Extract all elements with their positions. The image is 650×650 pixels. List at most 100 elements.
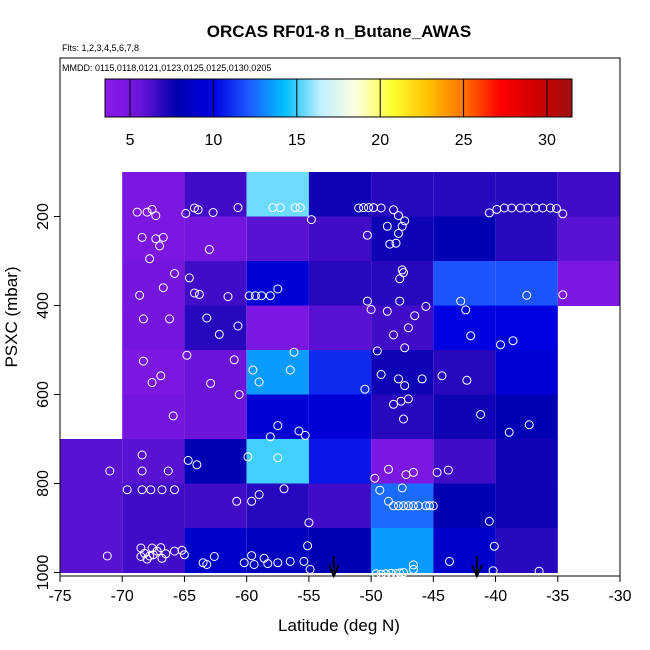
heatmap-cell bbox=[495, 439, 558, 484]
heatmap-cell bbox=[495, 172, 558, 217]
heatmap-cell bbox=[371, 305, 434, 351]
heatmap-cell bbox=[371, 172, 434, 217]
sample-point bbox=[359, 203, 369, 213]
sample-point bbox=[156, 543, 166, 553]
sample-point bbox=[138, 356, 148, 366]
heatmap-cell bbox=[433, 439, 496, 484]
sample-point bbox=[445, 556, 454, 566]
sample-point bbox=[265, 432, 275, 442]
sample-point bbox=[194, 289, 204, 299]
x-axis: -75 -70 -65 -60 -55 -50 -45 -40 -35 -30 bbox=[48, 576, 632, 605]
dates-label: MMDD: 0115,0118,0121,0123,0125,0125,0130… bbox=[62, 63, 271, 73]
heatmap-cell bbox=[308, 483, 372, 529]
sample-point bbox=[394, 501, 403, 511]
sample-point bbox=[161, 549, 171, 559]
sample-point bbox=[428, 501, 438, 511]
heatmap-cell bbox=[246, 394, 309, 440]
x-tick-label: -65 bbox=[173, 588, 196, 605]
sample-point bbox=[389, 501, 398, 511]
sample-point bbox=[177, 545, 187, 555]
heatmap-cell bbox=[433, 528, 496, 573]
sample-point bbox=[122, 485, 132, 495]
sample-point bbox=[362, 230, 372, 240]
heatmap-cell bbox=[308, 394, 372, 440]
sample-point bbox=[158, 232, 168, 242]
heatmap-cell bbox=[122, 216, 185, 262]
y-axis: 200 400 600 800 1000 bbox=[35, 203, 60, 590]
sample-point bbox=[294, 426, 304, 436]
heatmap-cell bbox=[433, 305, 496, 351]
heatmap-cell bbox=[60, 439, 123, 484]
sample-point bbox=[247, 551, 257, 561]
sample-point bbox=[202, 313, 212, 323]
sample-point bbox=[145, 551, 155, 561]
arrow-markers bbox=[327, 556, 483, 579]
heatmap-cell bbox=[184, 350, 247, 395]
y-tick-label: 200 bbox=[35, 203, 52, 230]
heatmap-cell bbox=[308, 261, 372, 306]
y-axis-label: PSXC (mbar) bbox=[2, 266, 21, 367]
sample-point bbox=[299, 556, 309, 566]
sample-point bbox=[408, 560, 418, 570]
sample-point bbox=[157, 485, 167, 495]
sample-point bbox=[279, 484, 289, 494]
heatmap-cell bbox=[433, 172, 496, 217]
sample-point bbox=[193, 205, 203, 215]
colorbar-ticks: 5 10 15 20 25 30 bbox=[126, 79, 556, 149]
sample-point bbox=[558, 290, 568, 300]
sample-point bbox=[488, 566, 498, 576]
sample-point bbox=[382, 221, 392, 231]
colorbar-tick-label: 25 bbox=[455, 132, 473, 149]
sample-point bbox=[273, 453, 283, 463]
x-tick-label: -30 bbox=[608, 588, 631, 605]
sample-point bbox=[476, 410, 486, 419]
sample-point bbox=[273, 421, 283, 431]
sample-point bbox=[366, 305, 376, 314]
sample-point bbox=[132, 207, 142, 217]
sample-point bbox=[462, 375, 472, 385]
colorbar-tick-label: 15 bbox=[288, 132, 306, 149]
sample-point bbox=[432, 467, 442, 477]
heatmap-cell bbox=[60, 483, 123, 529]
sample-point bbox=[233, 321, 243, 331]
sample-point bbox=[364, 203, 374, 213]
heatmap-cell bbox=[184, 483, 247, 529]
sample-point bbox=[209, 552, 219, 561]
sample-points bbox=[102, 203, 568, 579]
sample-point bbox=[273, 284, 283, 294]
x-axis-label: Latitude (deg N) bbox=[278, 616, 400, 635]
sample-point bbox=[397, 221, 407, 231]
sample-point bbox=[466, 331, 476, 341]
heatmap-cell bbox=[308, 305, 372, 351]
heatmap-cell bbox=[184, 261, 247, 306]
heatmap-cell bbox=[371, 439, 434, 484]
colorbar-tick-label: 10 bbox=[205, 132, 223, 149]
sample-point bbox=[403, 394, 413, 404]
sample-point bbox=[403, 501, 413, 511]
sample-point bbox=[394, 211, 403, 221]
sample-point bbox=[249, 560, 259, 569]
x-tick-label: -45 bbox=[422, 588, 445, 605]
sample-point bbox=[244, 291, 254, 301]
y-tick-label: 400 bbox=[35, 292, 52, 319]
sample-point bbox=[234, 390, 244, 399]
sample-point bbox=[138, 314, 148, 324]
sample-point bbox=[247, 496, 257, 506]
sample-point bbox=[530, 203, 540, 213]
sample-point bbox=[304, 518, 314, 528]
sample-point bbox=[384, 496, 393, 506]
sample-point bbox=[165, 314, 174, 324]
arrow-head bbox=[470, 564, 483, 579]
heatmap-cell bbox=[433, 216, 496, 262]
sample-point bbox=[410, 311, 420, 321]
x-tick-label: -35 bbox=[546, 588, 569, 605]
heatmap-cell bbox=[184, 394, 247, 440]
sample-point bbox=[370, 473, 380, 483]
sample-point bbox=[508, 336, 518, 346]
heatmap-cell bbox=[184, 439, 247, 484]
sample-point bbox=[204, 244, 214, 254]
sample-point bbox=[290, 203, 300, 213]
sample-point bbox=[371, 569, 381, 579]
heatmap-cell bbox=[495, 483, 558, 529]
sample-point bbox=[135, 290, 145, 300]
